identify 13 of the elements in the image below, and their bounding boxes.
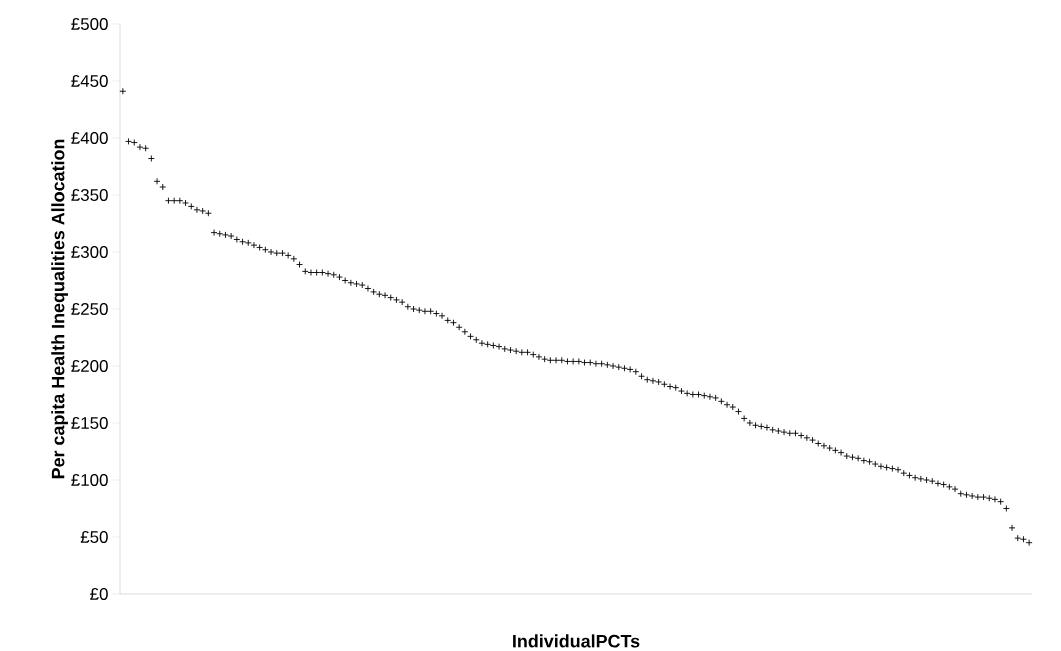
y-tick-label: £150 <box>71 417 108 430</box>
y-tick-label: £250 <box>71 303 108 316</box>
y-tick-label: £300 <box>71 246 108 259</box>
y-tick-label: £400 <box>71 132 108 145</box>
y-tick-label: £100 <box>71 474 108 487</box>
y-tick-label: £200 <box>71 360 108 373</box>
x-axis-title: IndividualPCTs <box>513 634 640 648</box>
y-tick-label: £450 <box>71 75 108 88</box>
y-tick-label: £0 <box>90 588 108 601</box>
y-tick-label: £350 <box>71 189 108 202</box>
y-tick-label: £50 <box>80 531 108 544</box>
y-tick-label: £500 <box>71 18 108 31</box>
y-axis-title: Per capita Health Inequalities Allocation <box>51 139 68 479</box>
